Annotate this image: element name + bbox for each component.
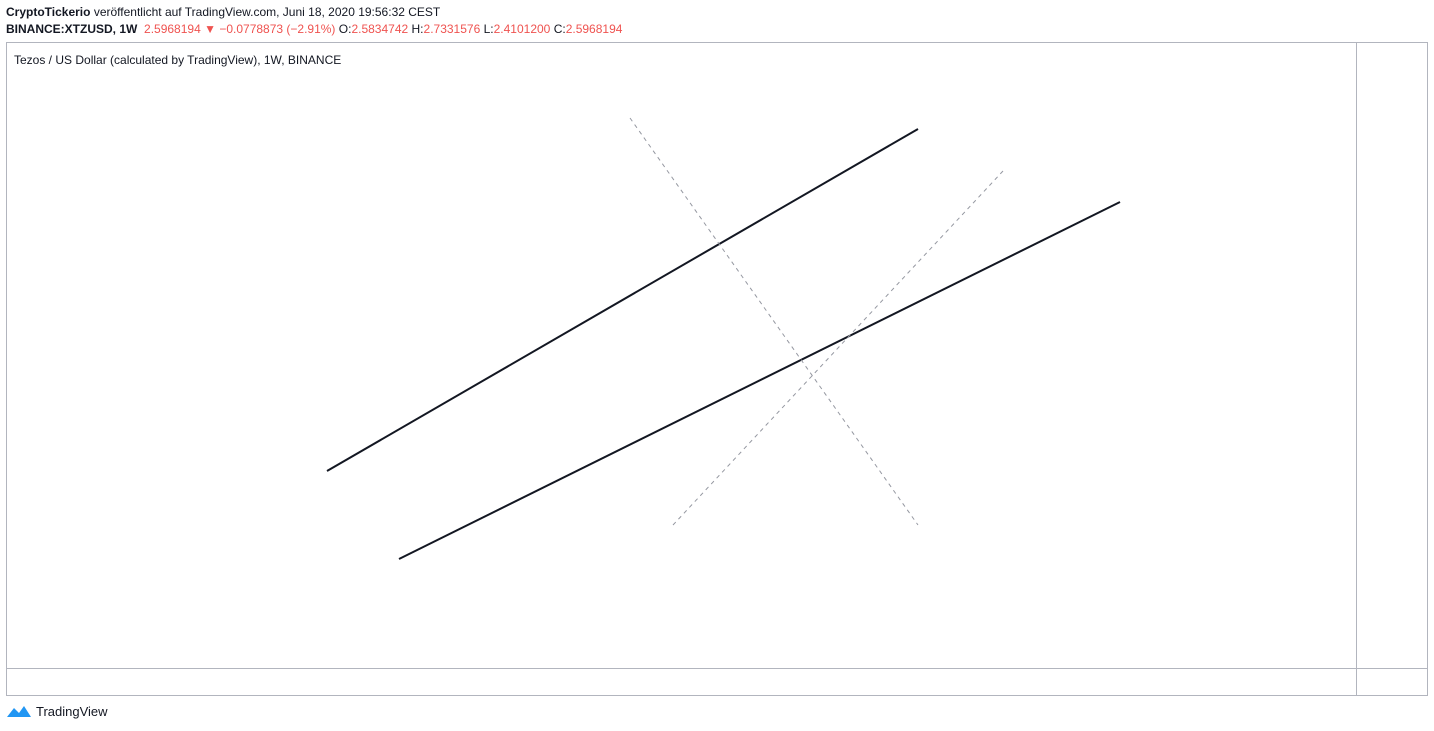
dashed-line (672, 170, 1004, 526)
ohlc-value: 2.7331576 (423, 22, 481, 36)
ohlc-key: H: (411, 22, 424, 36)
symbol: BINANCE:XTZUSD, 1W (6, 22, 138, 36)
footer: TradingView (6, 703, 108, 719)
quote-line: BINANCE:XTZUSD, 1W 2.5968194 ▼ −0.077887… (6, 22, 622, 36)
ohlc-key: O: (338, 22, 352, 36)
publisher: CryptoTickerio (6, 5, 91, 19)
chart: Tezos / US Dollar (calculated by Trading… (6, 42, 1428, 696)
chart-frame (6, 42, 1428, 696)
price: 2.5968194 (144, 22, 201, 36)
publish-line: CryptoTickerio veröffentlicht auf Tradin… (6, 5, 440, 19)
ohlc: O:2.5834742 H:2.7331576 L:2.4101200 C:2.… (339, 22, 623, 36)
channel-lower (398, 201, 1121, 560)
logo (7, 706, 31, 717)
ohlc-key: L: (483, 22, 494, 36)
ohlc-value: 2.4101200 (493, 22, 551, 36)
chart-title: Tezos / US Dollar (calculated by Trading… (14, 53, 341, 67)
published: veröffentlicht auf TradingView.com, Juni… (93, 5, 441, 19)
ohlc-key: C: (553, 22, 566, 36)
brand: TradingView (36, 703, 108, 719)
change: −0.0778873 (−2.91%) (219, 22, 336, 36)
dashed-line (629, 117, 919, 526)
drawings (326, 117, 1121, 560)
ohlc-value: 2.5834742 (351, 22, 409, 36)
ohlc-value: 2.5968194 (565, 22, 623, 36)
arrow: ▼ (204, 22, 216, 36)
channel-upper (326, 128, 919, 472)
